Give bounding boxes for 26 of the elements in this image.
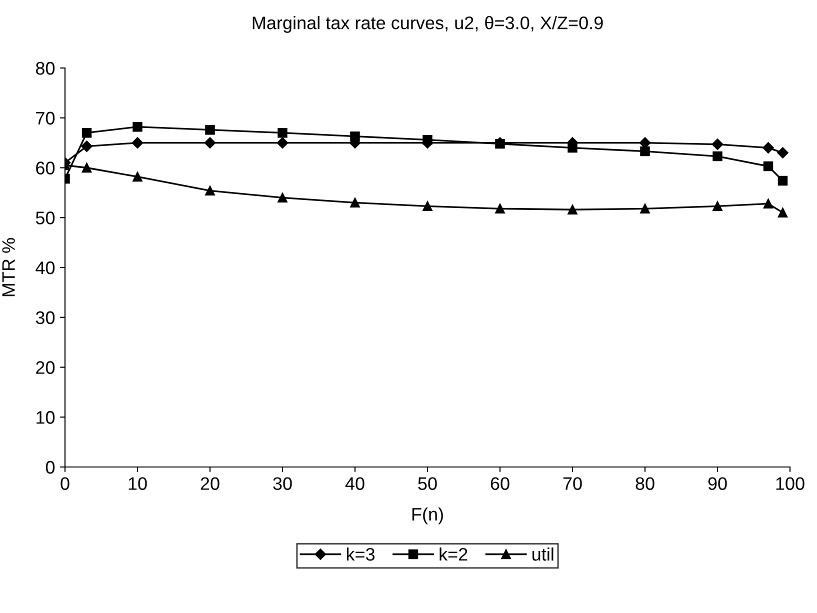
y-tick-label: 80 [36, 62, 55, 75]
y-axis-title: MTR % [2, 238, 15, 296]
y-tick-label: 0 [46, 460, 55, 474]
x-tick-label: 30 [273, 477, 292, 490]
y-tick-label: 60 [36, 162, 55, 174]
x-tick-label: 80 [636, 477, 654, 490]
x-tick-label: 20 [200, 477, 220, 490]
x-tick-label: 40 [345, 477, 364, 490]
legend-label: k=2 [440, 547, 468, 561]
x-tick-label: 100 [776, 477, 804, 490]
x-tick-label: 90 [708, 477, 727, 490]
chart-title: Marginal tax rate curves, u2, θ=3.0, X/Z=0.9 [252, 16, 603, 33]
y-tick-label: 40 [36, 261, 55, 274]
x-tick-label: 10 [128, 477, 147, 490]
y-tick-label: 10 [36, 411, 55, 424]
legend-label: util [532, 547, 554, 561]
y-tick-label: 20 [36, 361, 55, 374]
x-axis-title: F(n) [412, 507, 443, 524]
x-tick-label: 50 [418, 477, 437, 490]
x-tick-label: 0 [60, 477, 70, 490]
y-tick-label: 50 [36, 212, 55, 224]
y-tick-label: 70 [36, 112, 55, 125]
y-tick-label: 30 [36, 311, 55, 324]
legend-label: k=3 [346, 547, 375, 561]
x-tick-label: 60 [490, 477, 510, 490]
x-tick-label: 70 [563, 477, 582, 490]
